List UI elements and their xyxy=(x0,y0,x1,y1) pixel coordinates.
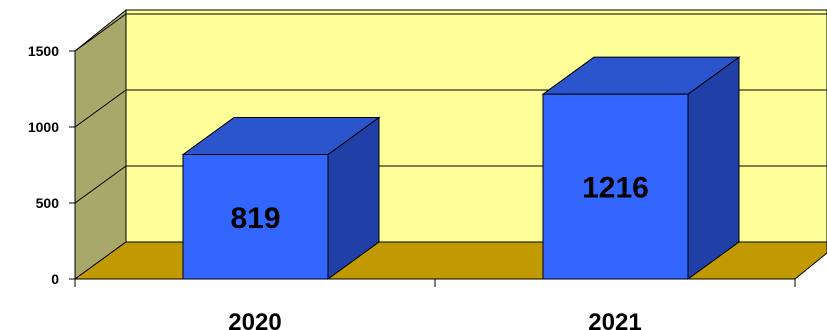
data-label: 819 xyxy=(230,202,280,235)
bar-2020: 819 xyxy=(181,116,381,280)
y-ticks: 0 500 1000 1500 xyxy=(28,43,75,287)
y-tick-label: 1500 xyxy=(28,43,59,59)
bar-2021: 1216 xyxy=(541,56,741,280)
data-label: 1216 xyxy=(582,172,649,205)
gridline-side xyxy=(74,165,127,204)
y-tick-label: 0 xyxy=(51,271,59,287)
bar-side-face xyxy=(687,56,740,280)
bar-front-face xyxy=(542,93,689,280)
side-wall xyxy=(74,8,127,280)
category-label: 2021 xyxy=(588,309,641,330)
y-tick-label: 1000 xyxy=(28,119,59,135)
x-axis xyxy=(74,278,796,287)
y-tick-label: 500 xyxy=(36,195,60,211)
bar-front-face xyxy=(182,154,329,280)
y-axis: 0 500 1000 1500 xyxy=(28,43,76,287)
category-labels: 2020 2021 xyxy=(228,309,641,330)
category-label: 2020 xyxy=(228,309,281,330)
bars: 819 1216 xyxy=(181,56,741,280)
gridline-side xyxy=(74,13,127,52)
gridline-side xyxy=(74,89,127,128)
